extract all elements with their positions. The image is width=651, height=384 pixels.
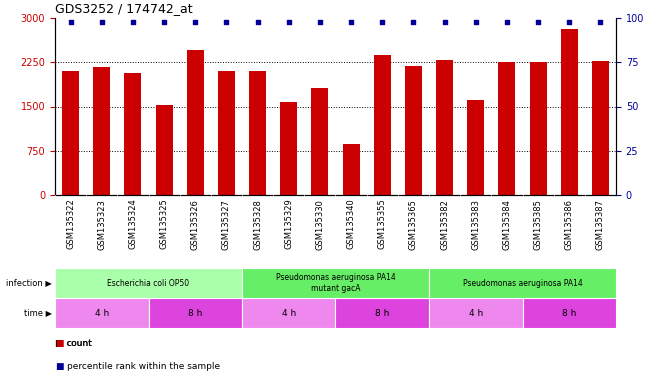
Point — [96, 18, 107, 25]
Text: 8 h: 8 h — [375, 308, 389, 318]
Text: GSM135323: GSM135323 — [97, 199, 106, 250]
Text: GSM135322: GSM135322 — [66, 199, 75, 249]
Bar — [429, 298, 523, 328]
Text: GSM135365: GSM135365 — [409, 199, 418, 250]
Bar — [311, 88, 329, 195]
Text: ■: ■ — [55, 339, 64, 348]
Point — [377, 18, 387, 25]
Bar — [249, 71, 266, 195]
Text: GSM135385: GSM135385 — [534, 199, 542, 250]
Text: percentile rank within the sample: percentile rank within the sample — [66, 362, 220, 371]
Bar — [148, 298, 242, 328]
Bar — [187, 50, 204, 195]
Bar — [280, 102, 298, 195]
Point — [314, 18, 325, 25]
Point — [159, 18, 169, 25]
Point — [128, 18, 138, 25]
Text: GSM135386: GSM135386 — [565, 199, 574, 250]
Text: GSM135328: GSM135328 — [253, 199, 262, 250]
Point — [65, 18, 76, 25]
Text: 8 h: 8 h — [188, 308, 202, 318]
Bar — [335, 298, 429, 328]
Text: ■ count: ■ count — [55, 339, 92, 348]
Point — [595, 18, 605, 25]
Point — [439, 18, 450, 25]
Bar — [436, 61, 453, 195]
Bar — [429, 268, 616, 298]
Bar — [62, 71, 79, 195]
Text: 4 h: 4 h — [469, 308, 483, 318]
Bar — [242, 298, 335, 328]
Text: GSM135329: GSM135329 — [284, 199, 293, 249]
Text: GSM135384: GSM135384 — [503, 199, 512, 250]
Text: GSM135340: GSM135340 — [346, 199, 355, 249]
Point — [533, 18, 544, 25]
Point — [564, 18, 574, 25]
Text: GSM135324: GSM135324 — [128, 199, 137, 249]
Bar — [374, 55, 391, 195]
Bar — [499, 62, 516, 195]
Bar — [55, 298, 148, 328]
Bar — [218, 71, 235, 195]
Bar — [342, 144, 359, 195]
Text: 4 h: 4 h — [94, 308, 109, 318]
Bar — [561, 29, 578, 195]
Text: GSM135355: GSM135355 — [378, 199, 387, 249]
Text: 4 h: 4 h — [282, 308, 296, 318]
Bar — [156, 105, 173, 195]
Text: GSM135325: GSM135325 — [159, 199, 169, 249]
Text: GSM135326: GSM135326 — [191, 199, 200, 250]
Bar — [405, 66, 422, 195]
Text: Escherichia coli OP50: Escherichia coli OP50 — [107, 278, 189, 288]
Bar — [523, 298, 616, 328]
Bar — [242, 268, 429, 298]
Bar — [592, 61, 609, 195]
Bar — [467, 100, 484, 195]
Point — [190, 18, 201, 25]
Text: GSM135327: GSM135327 — [222, 199, 231, 250]
Point — [253, 18, 263, 25]
Point — [284, 18, 294, 25]
Bar — [529, 62, 547, 195]
Point — [502, 18, 512, 25]
Point — [408, 18, 419, 25]
Text: ■: ■ — [55, 362, 64, 371]
Text: GSM135382: GSM135382 — [440, 199, 449, 250]
Text: time ▶: time ▶ — [24, 308, 52, 318]
Text: GDS3252 / 174742_at: GDS3252 / 174742_at — [55, 2, 193, 15]
Point — [221, 18, 232, 25]
Point — [471, 18, 481, 25]
Text: GSM135330: GSM135330 — [316, 199, 324, 250]
Text: GSM135387: GSM135387 — [596, 199, 605, 250]
Text: count: count — [66, 339, 92, 348]
Bar — [124, 73, 141, 195]
Text: Pseudomonas aeruginosa PA14
mutant gacA: Pseudomonas aeruginosa PA14 mutant gacA — [275, 273, 395, 293]
Text: infection ▶: infection ▶ — [6, 278, 52, 288]
Text: 8 h: 8 h — [562, 308, 576, 318]
Point — [346, 18, 356, 25]
Bar — [55, 268, 242, 298]
Bar — [93, 67, 110, 195]
Text: Pseudomonas aeruginosa PA14: Pseudomonas aeruginosa PA14 — [463, 278, 583, 288]
Text: GSM135383: GSM135383 — [471, 199, 480, 250]
